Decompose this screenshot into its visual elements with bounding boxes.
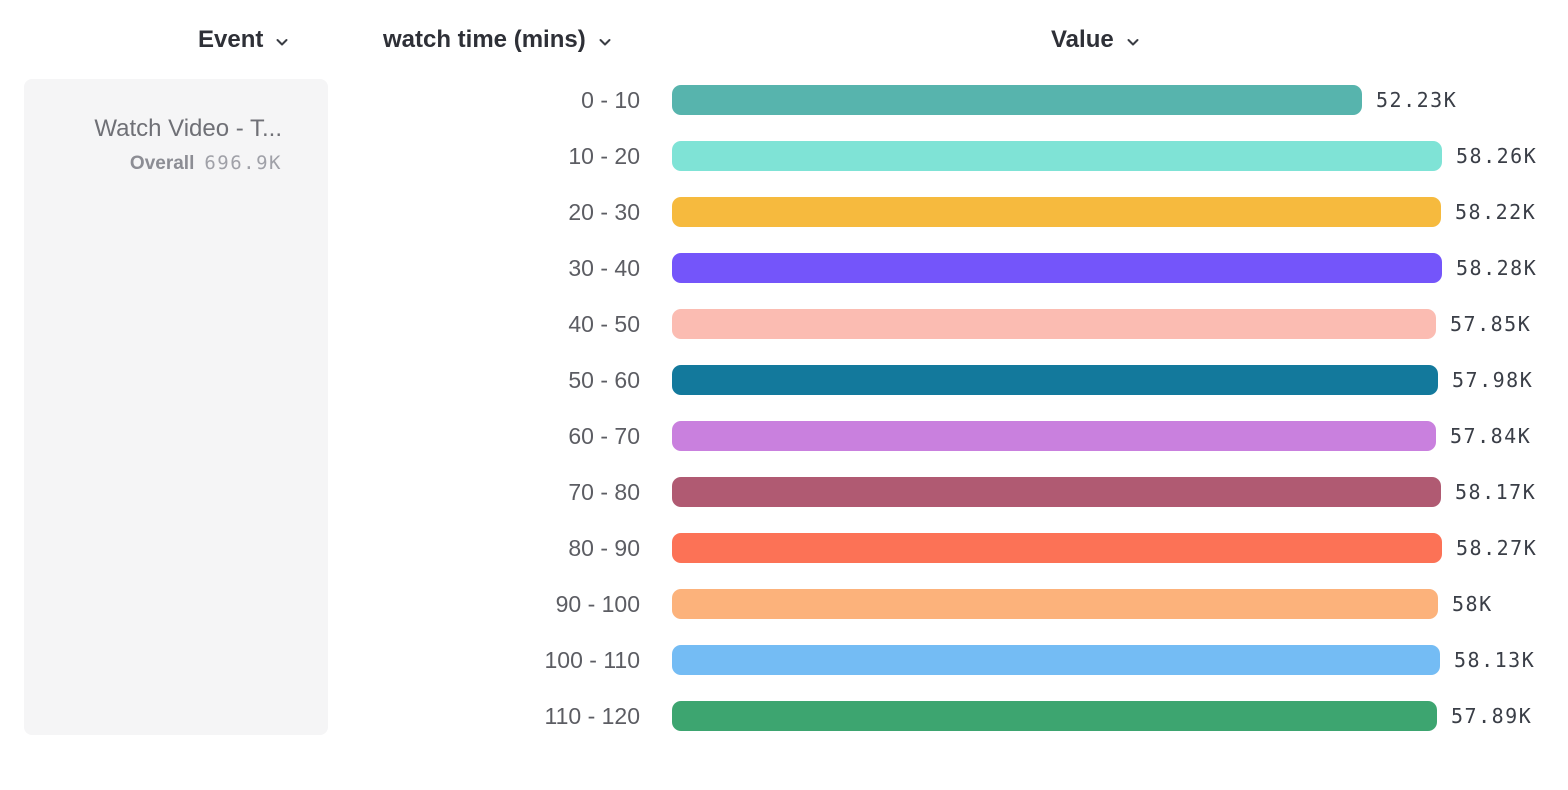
chart-row: 40 - 50 57.85K xyxy=(0,296,1568,352)
value-label: 57.89K xyxy=(1451,704,1533,728)
bar-segment[interactable] xyxy=(672,533,1442,563)
chart-row: 0 - 10 52.23K xyxy=(0,72,1568,128)
bar-segment[interactable] xyxy=(672,365,1438,395)
value-label: 57.85K xyxy=(1450,312,1532,336)
category-label: 110 - 120 xyxy=(544,703,640,729)
category-label: 100 - 110 xyxy=(544,647,640,673)
column-header-event[interactable]: Event xyxy=(198,26,290,54)
bar-segment[interactable] xyxy=(672,645,1440,675)
column-header-breakdown[interactable]: watch time (mins) xyxy=(383,26,613,54)
column-header-value-label: Value xyxy=(1051,26,1114,53)
chart-row: 20 - 30 58.22K xyxy=(0,184,1568,240)
bar-segment[interactable] xyxy=(672,141,1442,171)
overall-label: Overall xyxy=(129,153,195,174)
category-label: 40 - 50 xyxy=(568,311,640,337)
category-label: 90 - 100 xyxy=(555,591,640,617)
column-header-value[interactable]: Value xyxy=(1051,26,1141,54)
event-overall-row: Overall 696.9K xyxy=(94,150,282,177)
chevron-down-icon xyxy=(1125,34,1141,50)
category-label: 30 - 40 xyxy=(568,255,640,281)
bar-segment[interactable] xyxy=(672,477,1441,507)
bar-segment[interactable] xyxy=(672,421,1436,451)
value-label: 58.27K xyxy=(1456,536,1538,560)
bar-segment[interactable] xyxy=(672,309,1436,339)
value-label: 58K xyxy=(1452,592,1493,616)
chart-row: 80 - 90 58.27K xyxy=(0,520,1568,576)
chart-row: 100 - 110 58.13K xyxy=(0,632,1568,688)
value-label: 58.13K xyxy=(1454,648,1536,672)
chart-row: 110 - 120 57.89K xyxy=(0,688,1568,744)
chart-row: 30 - 40 58.28K xyxy=(0,240,1568,296)
category-label: 70 - 80 xyxy=(568,479,640,505)
category-label: 20 - 30 xyxy=(568,199,640,225)
event-panel: Watch Video - T... Overall 696.9K xyxy=(24,79,328,735)
chart-row: 10 - 20 58.26K xyxy=(0,128,1568,184)
chevron-down-icon xyxy=(597,34,613,50)
value-label: 58.28K xyxy=(1456,256,1538,280)
value-label: 57.84K xyxy=(1450,424,1532,448)
chevron-down-icon xyxy=(274,34,290,50)
value-label: 58.17K xyxy=(1455,480,1537,504)
bar-segment[interactable] xyxy=(672,589,1438,619)
category-label: 80 - 90 xyxy=(568,535,640,561)
bar-segment[interactable] xyxy=(672,253,1442,283)
bar-segment[interactable] xyxy=(672,701,1437,731)
category-label: 50 - 60 xyxy=(568,367,640,393)
value-label: 57.98K xyxy=(1452,368,1534,392)
column-header-event-label: Event xyxy=(198,26,264,53)
category-label: 10 - 20 xyxy=(568,143,640,169)
category-label: 0 - 10 xyxy=(581,87,640,113)
event-cell[interactable]: Watch Video - T... Overall 696.9K xyxy=(94,113,282,177)
bar-segment[interactable] xyxy=(672,197,1441,227)
column-header-breakdown-label: watch time (mins) xyxy=(383,26,586,53)
value-label: 58.26K xyxy=(1456,144,1538,168)
bar-chart: 0 - 10 52.23K 10 - 20 58.26K 20 - 30 58.22K 30… xyxy=(0,72,1568,744)
chart-row: 50 - 60 57.98K xyxy=(0,352,1568,408)
value-label: 58.22K xyxy=(1455,200,1537,224)
category-label: 60 - 70 xyxy=(568,423,640,449)
chart-row: 90 - 100 58K xyxy=(0,576,1568,632)
value-label: 52.23K xyxy=(1376,88,1458,112)
bar-segment[interactable] xyxy=(672,85,1362,115)
event-name: Watch Video - T... xyxy=(94,115,282,142)
chart-row: 70 - 80 58.17K xyxy=(0,464,1568,520)
chart-row: 60 - 70 57.84K xyxy=(0,408,1568,464)
overall-value: 696.9K xyxy=(204,152,282,174)
